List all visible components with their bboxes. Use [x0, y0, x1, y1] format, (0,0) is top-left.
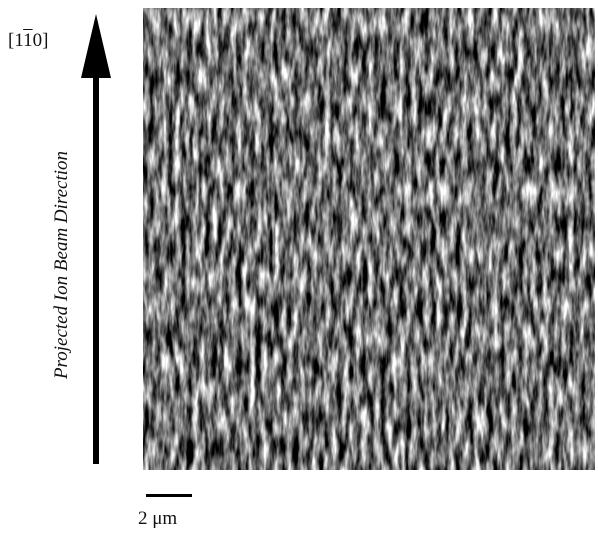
- scale-bar-label: 2 μm: [138, 508, 178, 529]
- direction-prefix: [1: [8, 30, 24, 51]
- axis-caption-text: Projected Ion Beam Direction: [51, 150, 72, 380]
- afm-surface-image: [143, 8, 595, 470]
- crystal-direction-label: [110]: [8, 30, 48, 52]
- scale-bar: [146, 494, 192, 497]
- up-arrow-icon: [81, 14, 111, 464]
- direction-bar-digit: 1: [23, 30, 33, 51]
- direction-suffix: 0]: [32, 30, 49, 51]
